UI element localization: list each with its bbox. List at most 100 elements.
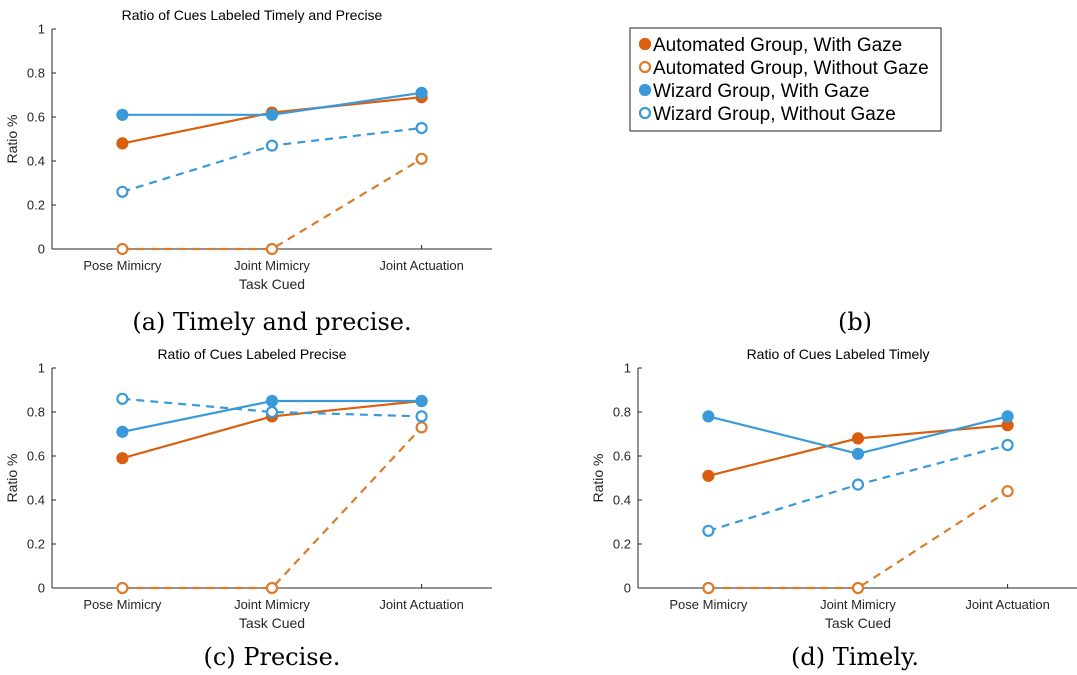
y-tick-label: 0.2	[27, 198, 45, 213]
y-axis-label: Ratio %	[4, 114, 20, 163]
legend-marker	[638, 106, 652, 120]
series-2	[116, 421, 428, 595]
y-tick-label: 0.2	[613, 537, 631, 552]
chart-title: Ratio of Cues Labeled Timely and Precise	[122, 7, 383, 23]
y-axis-label: Ratio %	[590, 453, 606, 502]
y-tick-label: 0.6	[27, 110, 45, 125]
chart-title: Ratio of Cues Labeled Precise	[157, 346, 346, 362]
data-point	[265, 139, 279, 152]
data-point	[702, 469, 715, 482]
legend-frame	[629, 27, 942, 132]
data-point	[1001, 485, 1014, 498]
series-2	[116, 152, 428, 256]
data-point	[1001, 438, 1014, 452]
y-axis-label: Ratio %	[4, 453, 20, 502]
legend-label: Automated Group, With Gaze	[653, 35, 902, 56]
series-3	[702, 410, 1014, 460]
legend-entry: Automated Group, Without Gaze	[638, 58, 929, 79]
data-point	[415, 86, 428, 99]
legend-entry: Wizard Group, With Gaze	[638, 81, 869, 102]
data-point	[702, 524, 715, 537]
y-tick-label: 1	[38, 361, 45, 376]
legend-label: Wizard Group, Without Gaze	[653, 104, 896, 125]
chart-title: Ratio of Cues Labeled Timely	[747, 346, 930, 362]
data-point	[116, 242, 129, 256]
x-tick-label: Joint Actuation	[965, 597, 1050, 612]
caption-c: (c) Precise.	[204, 643, 341, 671]
data-point	[265, 108, 279, 121]
data-point	[265, 394, 279, 408]
data-point	[116, 452, 129, 465]
y-tick-label: 0.4	[613, 493, 631, 508]
y-tick-label: 0	[624, 581, 631, 596]
chart-d: Ratio of Cues Labeled Timely 0 0.2 0.4 0.6 0.…	[590, 346, 1077, 631]
data-point	[116, 185, 129, 198]
y-tick-label: 0	[38, 581, 45, 596]
series-line	[708, 490, 1009, 590]
caption-a: (a) Timely and precise.	[132, 308, 411, 336]
series-4	[116, 392, 428, 423]
y-tick-label: 0.6	[27, 449, 45, 464]
data-point	[265, 242, 279, 256]
legend-entry: Wizard Group, Without Gaze	[638, 104, 896, 125]
chart-c: Ratio of Cues Labeled Precise 0 0.2 0.4 0.6 0…	[4, 346, 492, 631]
y-tick-label: 0.4	[27, 154, 45, 169]
legend-marker	[638, 83, 652, 97]
legend-entry: Automated Group, With Gaze	[638, 35, 902, 56]
x-axis-label: Task Cued	[239, 615, 305, 631]
y-tick-label: 0.8	[613, 405, 631, 420]
legend-label: Wizard Group, With Gaze	[653, 81, 869, 102]
x-axis-label: Task Cued	[825, 615, 891, 631]
series-2	[702, 485, 1014, 595]
y-tick-label: 0.2	[27, 537, 45, 552]
caption-b: (b)	[838, 308, 872, 336]
data-point	[851, 447, 865, 460]
y-tick-label: 0.6	[613, 449, 631, 464]
data-point	[851, 478, 865, 491]
data-point	[265, 581, 279, 595]
data-point	[415, 121, 428, 135]
x-axis-label: Task Cued	[239, 276, 305, 292]
legend-marker	[638, 60, 652, 74]
data-point	[415, 152, 428, 165]
x-tick-label: Joint Mimicry	[234, 258, 310, 273]
data-point	[116, 108, 129, 121]
data-point	[702, 581, 715, 595]
data-point	[851, 432, 865, 445]
data-point	[415, 421, 428, 434]
series-line	[122, 126, 422, 193]
data-point	[265, 405, 279, 419]
data-point	[116, 425, 129, 438]
x-tick-label: Joint Mimicry	[234, 597, 310, 612]
data-point	[116, 137, 129, 150]
y-tick-label: 0.4	[27, 493, 45, 508]
data-point	[116, 581, 129, 595]
x-tick-label: Pose Mimicry	[83, 597, 162, 612]
data-point	[415, 394, 428, 408]
y-tick-label: 1	[624, 361, 631, 376]
chart-a: Ratio of Cues Labeled Timely and Precise…	[4, 7, 492, 292]
x-tick-label: Pose Mimicry	[669, 597, 748, 612]
legend-marker	[638, 37, 652, 51]
y-tick-label: 1	[38, 22, 45, 37]
y-tick-label: 0.8	[27, 66, 45, 81]
x-tick-label: Joint Actuation	[379, 597, 464, 612]
x-tick-label: Joint Actuation	[379, 258, 464, 273]
data-point	[415, 410, 428, 423]
x-tick-label: Pose Mimicry	[83, 258, 162, 273]
y-tick-label: 0.8	[27, 405, 45, 420]
series-3	[116, 394, 428, 438]
data-point	[851, 581, 865, 595]
series-3	[116, 86, 428, 121]
series-line	[122, 426, 423, 590]
data-point	[116, 392, 129, 405]
series-4	[116, 121, 428, 198]
series-line	[122, 157, 423, 251]
legend-label: Automated Group, Without Gaze	[653, 58, 929, 79]
y-tick-label: 0	[38, 242, 45, 257]
x-tick-label: Joint Mimicry	[820, 597, 896, 612]
series-4	[702, 438, 1014, 537]
data-point	[1001, 410, 1014, 423]
